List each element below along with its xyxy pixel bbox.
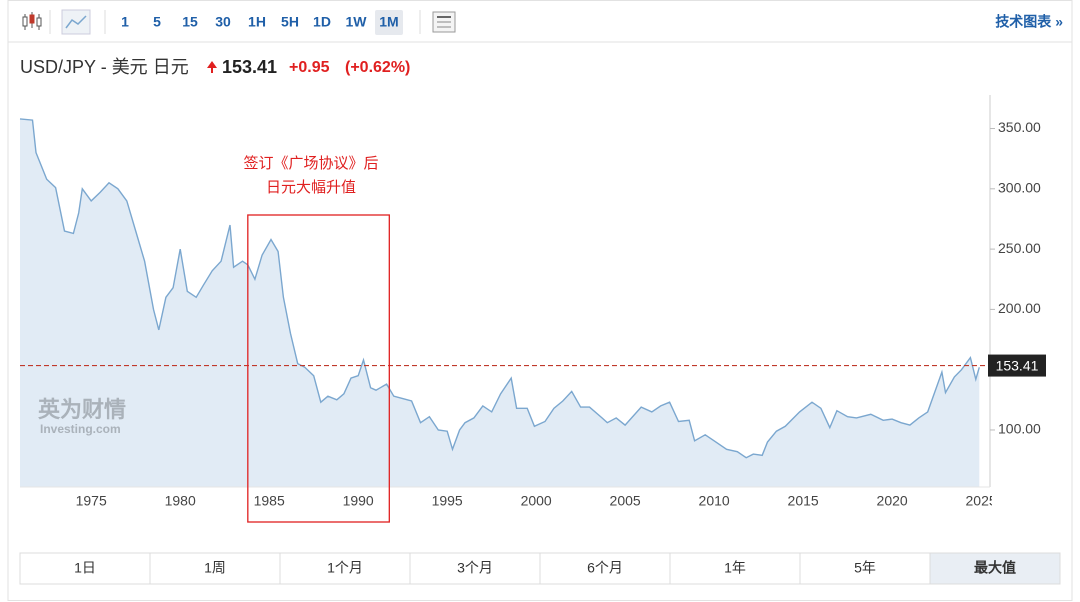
range-button[interactable]: 6个月 xyxy=(587,560,623,576)
tech-chart-link[interactable]: 技术图表 » xyxy=(995,14,1063,30)
x-tick-label: 2010 xyxy=(699,493,730,509)
interval-button[interactable]: 1W xyxy=(346,14,368,30)
range-button-bg[interactable] xyxy=(929,552,1061,585)
interval-button[interactable]: 1D xyxy=(313,14,331,30)
annotation-text: 签订《广场协议》后 xyxy=(243,155,378,172)
y-tick-label: 200.00 xyxy=(998,300,1041,316)
x-tick-label: 2025 xyxy=(966,493,997,509)
range-button[interactable]: 1日 xyxy=(74,560,96,576)
y-tick-label: 100.00 xyxy=(998,421,1041,437)
range-button-bg[interactable] xyxy=(149,552,281,585)
x-tick-label: 2000 xyxy=(521,493,552,509)
x-tick-label: 1990 xyxy=(343,493,374,509)
interval-button[interactable]: 5 xyxy=(153,14,161,30)
change: +0.95 xyxy=(289,59,330,76)
highlight-box xyxy=(247,214,390,523)
area-fill xyxy=(20,118,980,488)
interval-button[interactable]: 5H xyxy=(281,14,299,30)
x-tick-label: 1995 xyxy=(432,493,463,509)
interval-active-bg xyxy=(375,10,403,35)
y-tick-label: 300.00 xyxy=(998,180,1041,196)
x-tick-label: 1980 xyxy=(165,493,196,509)
candle-icon[interactable] xyxy=(22,12,42,30)
price-line xyxy=(19,118,980,459)
current-price-label: 153.41 xyxy=(996,357,1039,373)
watermark-brand: 英为财情 xyxy=(38,397,126,422)
x-tick-label: 1975 xyxy=(76,493,107,509)
range-button[interactable]: 5年 xyxy=(854,560,876,576)
interval-button[interactable]: 1M xyxy=(379,14,398,30)
range-button-bg[interactable] xyxy=(279,552,411,585)
area-icon[interactable] xyxy=(61,9,91,35)
y-tick-label: 250.00 xyxy=(998,240,1041,256)
range-button[interactable]: 最大值 xyxy=(974,560,1016,576)
symbol: USD/JPY - 美元 日元 xyxy=(20,57,189,77)
range-button-bg[interactable] xyxy=(409,552,541,585)
y-tick-label: 350.00 xyxy=(998,119,1041,135)
x-tick-label: 2015 xyxy=(788,493,819,509)
range-button[interactable]: 1个月 xyxy=(327,560,363,576)
price: 153.41 xyxy=(222,57,277,77)
change-pct: (+0.62%) xyxy=(345,59,410,76)
range-button-bg[interactable] xyxy=(19,552,151,585)
current-price-tag xyxy=(988,354,1046,377)
range-button[interactable]: 3个月 xyxy=(457,560,493,576)
x-tick-label: 1985 xyxy=(254,493,285,509)
annotation-text: 日元大幅升值 xyxy=(266,179,356,196)
range-button-bg[interactable] xyxy=(669,552,801,585)
interval-button[interactable]: 1H xyxy=(248,14,266,30)
x-tick-label: 2005 xyxy=(610,493,641,509)
x-labels: 1970197519801985199019952000200520102015… xyxy=(76,493,997,509)
interval-button[interactable]: 1 xyxy=(121,14,129,30)
watermark-site: Investing.com xyxy=(40,422,121,436)
x-tick-label: 2020 xyxy=(877,493,908,509)
range-button[interactable]: 1周 xyxy=(204,560,226,576)
indicator-icon[interactable] xyxy=(432,11,456,33)
interval-button[interactable]: 15 xyxy=(182,14,198,30)
range-button[interactable]: 1年 xyxy=(724,560,746,576)
range-button-bg[interactable] xyxy=(539,552,671,585)
up-arrow xyxy=(207,61,217,73)
interval-button[interactable]: 30 xyxy=(215,14,231,30)
